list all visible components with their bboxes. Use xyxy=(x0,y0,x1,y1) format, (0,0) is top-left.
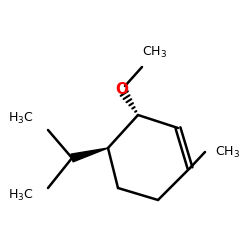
Text: CH$_3$: CH$_3$ xyxy=(215,144,240,160)
Text: CH$_3$: CH$_3$ xyxy=(142,44,168,60)
Polygon shape xyxy=(71,148,108,162)
Text: H$_3$C: H$_3$C xyxy=(8,188,34,202)
Text: O: O xyxy=(116,82,128,98)
Text: H$_3$C: H$_3$C xyxy=(8,110,34,126)
